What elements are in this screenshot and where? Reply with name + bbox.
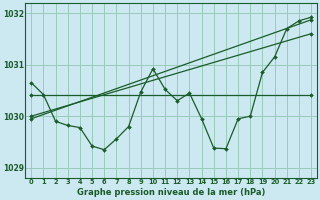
X-axis label: Graphe pression niveau de la mer (hPa): Graphe pression niveau de la mer (hPa) (77, 188, 265, 197)
